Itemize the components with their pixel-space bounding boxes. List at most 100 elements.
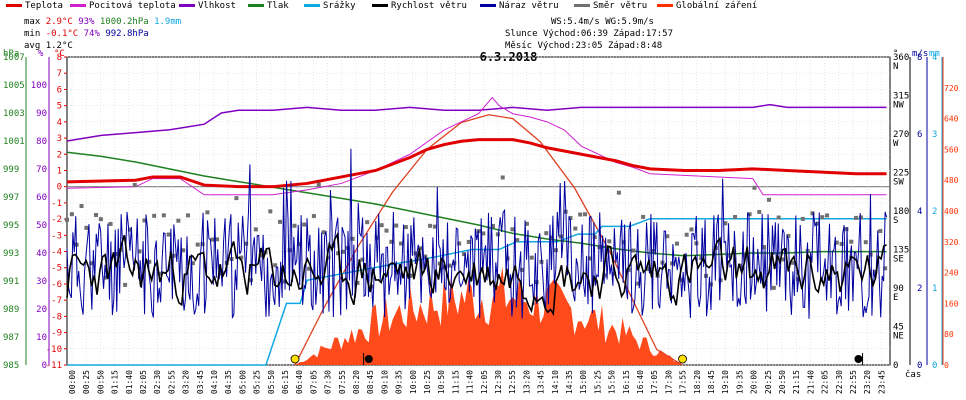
dir-tick-label: 360 — [893, 53, 909, 63]
wind-dir-point — [583, 212, 588, 217]
wind-dir-point — [854, 215, 859, 220]
wind-dir-point — [766, 197, 771, 202]
wind-dir-point — [350, 236, 355, 241]
wind-dir-point — [239, 255, 244, 260]
wind-dir-point — [302, 222, 307, 227]
time-tick-label: 17:05 — [650, 370, 659, 394]
time-tick-label: 15:00 — [579, 370, 588, 394]
time-tick-label: 18:45 — [707, 370, 716, 394]
temp-tick-label: -3 — [51, 231, 62, 241]
temp-tick-label: -4 — [51, 248, 62, 258]
wind-dir-point — [844, 227, 849, 232]
wind-dir-point — [365, 220, 370, 225]
wind-dir-point — [461, 252, 466, 257]
temperature-line — [66, 138, 887, 189]
wind-dir-point — [781, 257, 786, 262]
time-tick-label: 00:00 — [68, 370, 77, 394]
wind-dir-point — [418, 246, 423, 251]
temp-tick-label: 4 — [57, 118, 62, 128]
wind-dir-point — [84, 225, 89, 230]
wind-dir-point — [800, 216, 805, 221]
dir-tick-label: 90 — [893, 284, 904, 294]
wind-dir-point — [791, 260, 796, 265]
rad-tick-label: 0 — [944, 361, 949, 370]
dir-tick-compass: NW — [893, 101, 904, 111]
wind-dir-point — [399, 241, 404, 246]
rad-tick-label: 640 — [944, 115, 959, 124]
wind-dir-point — [142, 218, 147, 223]
dir-tick-label: 180 — [893, 207, 909, 217]
wind-dir-point — [733, 214, 738, 219]
wind-dir-point — [205, 210, 210, 215]
rain-tick-label: 0 — [932, 361, 937, 371]
time-tick-label: 07:30 — [324, 370, 333, 394]
wind-dir-point — [457, 241, 462, 246]
wind-dir-point — [321, 230, 326, 235]
x-unit-label: čas — [905, 369, 921, 380]
dir-tick-label: 0 — [893, 361, 898, 371]
time-tick-label: 12:05 — [480, 370, 489, 394]
wind-dir-point — [587, 256, 592, 261]
rad-tick-label: 480 — [944, 176, 959, 185]
wind-dir-point — [815, 221, 820, 226]
wind-dir-point — [466, 239, 471, 244]
temp-tick-label: 6 — [57, 85, 62, 95]
wind-dir-point — [89, 261, 94, 266]
wind-dir-point — [210, 237, 215, 242]
wind-dir-point — [529, 255, 534, 260]
wind-dir-point — [544, 231, 549, 236]
wind-dir-point — [742, 253, 747, 258]
wind-dir-point — [776, 215, 781, 220]
wind-unit: m/s — [912, 49, 928, 59]
time-tick-label: 01:15 — [111, 370, 120, 394]
stats-avg: avg 1.2°C — [24, 41, 73, 51]
wind-dir-point — [500, 175, 505, 180]
dir-tick-label: 225 — [893, 169, 909, 179]
wind-dir-point — [311, 214, 316, 219]
rad-tick-label: 400 — [944, 207, 959, 216]
wind-dir-point — [679, 278, 684, 283]
wind-dir-point — [292, 223, 297, 228]
wind-dir-point — [413, 251, 418, 256]
hpa-tick-label: 999 — [3, 165, 19, 175]
wind-dir-point — [132, 182, 137, 187]
slunce-label: Slunce — [505, 29, 538, 39]
wind-dir-point — [752, 185, 757, 190]
wind-dir-point — [176, 218, 181, 223]
rain-tick-label: 2 — [932, 207, 937, 217]
sunrise-marker — [290, 354, 300, 364]
time-tick-label: 19:10 — [721, 370, 730, 394]
time-tick-label: 21:40 — [806, 370, 815, 394]
wind-dir-point — [878, 229, 883, 234]
wind-dir-point — [268, 209, 273, 214]
pct-unit: % — [38, 49, 44, 59]
time-tick-label: 13:20 — [522, 370, 531, 394]
wind-dir-point — [863, 240, 868, 245]
hpa-tick-label: 1003 — [3, 109, 25, 119]
wind-dir-point — [258, 253, 263, 258]
time-tick-label: 15:25 — [593, 370, 602, 394]
pct-tick-label: 0 — [42, 361, 47, 371]
wind-dir-point — [820, 215, 825, 220]
time-tick-label: 15:50 — [608, 370, 617, 394]
time-tick-label: 07:05 — [309, 370, 318, 394]
moonrise-marker — [854, 355, 863, 363]
wind-dir-point — [340, 249, 345, 254]
wind-dir-point — [796, 277, 801, 282]
wind-dir-point — [834, 240, 839, 245]
time-tick-label: 20:50 — [778, 370, 787, 394]
dir-tick-label: 45 — [893, 323, 904, 333]
wind-dir-point — [674, 241, 679, 246]
wind-dir-point — [728, 253, 733, 258]
rad-tick-label: 560 — [944, 145, 959, 154]
time-tick-label: 23:45 — [877, 370, 886, 394]
wind-dir-point — [747, 212, 752, 217]
legend-vlhkost: Vlhkost — [179, 1, 236, 11]
legend-tlak: Tlak — [248, 1, 289, 11]
wind-dir-point — [650, 249, 655, 254]
wind-dir-point — [137, 249, 142, 254]
hpa-tick-label: 987 — [3, 333, 19, 343]
hpa-tick-label: 989 — [3, 305, 19, 315]
legend-rychlost: Rychlost větru — [372, 1, 467, 11]
